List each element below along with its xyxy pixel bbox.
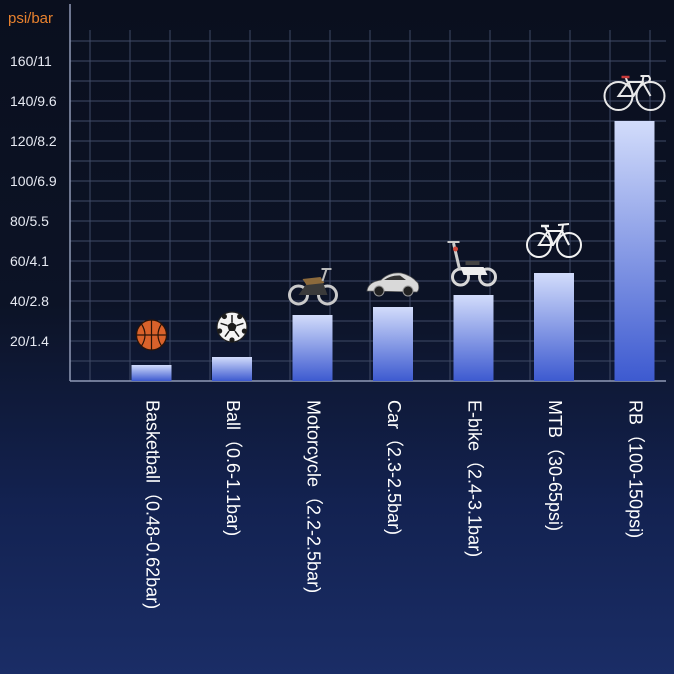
y-tick-label: 120/8.2 <box>10 133 57 149</box>
motorcycle-icon <box>288 268 338 306</box>
y-tick-label: 60/4.1 <box>10 253 49 269</box>
bar-icons <box>135 75 666 351</box>
category-label: MTB（30-65psi) <box>545 400 565 531</box>
mountain-bike-icon <box>526 223 582 258</box>
y-tick-label: 80/5.5 <box>10 213 49 229</box>
category-label: Basketball（0.48-0.62bar) <box>143 400 163 609</box>
bar <box>614 121 655 381</box>
bar <box>292 315 333 381</box>
category-label: Motorcycle（2.2-2.5bar) <box>304 400 324 593</box>
y-tick-label: 20/1.4 <box>10 333 49 349</box>
bar <box>373 307 413 381</box>
labels: psi/bar 20/1.4 40/2.8 60/4.1 80/5.5 100/6.9 1… <box>8 10 646 609</box>
category-label: RB（100-150psi) <box>626 400 646 538</box>
y-tick-label: 140/9.6 <box>10 93 57 109</box>
y-tick-label: 160/11 <box>10 53 52 69</box>
grid <box>70 30 666 381</box>
category-label: E-bike（2.4-3.1bar) <box>465 400 485 557</box>
bar <box>453 295 494 381</box>
y-tick-label: 40/2.8 <box>10 293 49 309</box>
bars <box>131 121 655 381</box>
y-axis-unit-label: psi/bar <box>8 10 53 27</box>
road-bike-icon <box>603 75 666 111</box>
y-tick-label: 100/6.9 <box>10 173 57 189</box>
bar <box>212 357 252 381</box>
category-label: Ball（0.6-1.1bar) <box>223 400 243 536</box>
category-label: Car（2.3-2.5bar) <box>384 400 404 535</box>
car-icon <box>366 272 420 297</box>
e-scooter-icon <box>447 241 497 287</box>
bar <box>534 273 574 381</box>
bar <box>131 365 172 381</box>
soccer-ball-icon <box>216 311 248 343</box>
basketball-icon <box>135 319 168 351</box>
